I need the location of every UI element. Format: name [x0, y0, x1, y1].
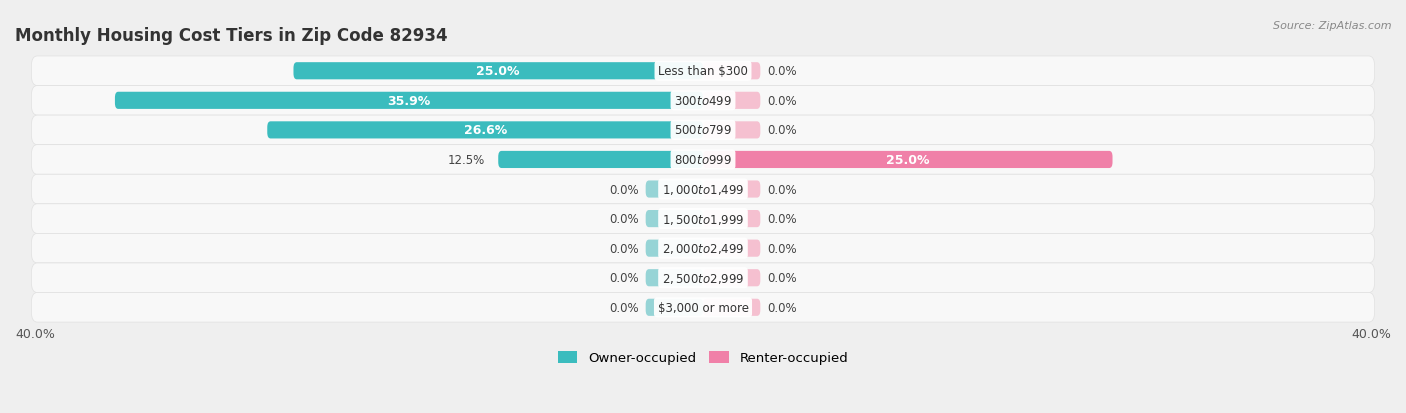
Text: 0.0%: 0.0% [609, 242, 640, 255]
FancyBboxPatch shape [31, 204, 1375, 234]
Text: $300 to $499: $300 to $499 [673, 95, 733, 107]
Text: 35.9%: 35.9% [387, 95, 430, 107]
FancyBboxPatch shape [703, 122, 761, 139]
Text: $1,000 to $1,499: $1,000 to $1,499 [662, 183, 744, 197]
FancyBboxPatch shape [703, 299, 761, 316]
Text: 25.0%: 25.0% [477, 65, 520, 78]
FancyBboxPatch shape [115, 93, 703, 109]
FancyBboxPatch shape [31, 263, 1375, 293]
Text: Source: ZipAtlas.com: Source: ZipAtlas.com [1274, 21, 1392, 31]
FancyBboxPatch shape [31, 234, 1375, 263]
Text: 40.0%: 40.0% [15, 328, 55, 341]
Text: 0.0%: 0.0% [766, 124, 797, 137]
FancyBboxPatch shape [31, 57, 1375, 86]
Text: Less than $300: Less than $300 [658, 65, 748, 78]
Text: 0.0%: 0.0% [609, 213, 640, 225]
Text: $2,500 to $2,999: $2,500 to $2,999 [662, 271, 744, 285]
Text: 0.0%: 0.0% [766, 242, 797, 255]
Text: 0.0%: 0.0% [609, 272, 640, 285]
Text: 0.0%: 0.0% [609, 183, 640, 196]
Text: $800 to $999: $800 to $999 [673, 154, 733, 166]
FancyBboxPatch shape [645, 240, 703, 257]
Text: $1,500 to $1,999: $1,500 to $1,999 [662, 212, 744, 226]
FancyBboxPatch shape [703, 240, 761, 257]
FancyBboxPatch shape [31, 293, 1375, 322]
FancyBboxPatch shape [31, 175, 1375, 204]
FancyBboxPatch shape [703, 270, 761, 287]
Text: 0.0%: 0.0% [766, 301, 797, 314]
FancyBboxPatch shape [645, 181, 703, 198]
Text: 0.0%: 0.0% [766, 213, 797, 225]
Text: 0.0%: 0.0% [766, 272, 797, 285]
FancyBboxPatch shape [645, 270, 703, 287]
Legend: Owner-occupied, Renter-occupied: Owner-occupied, Renter-occupied [553, 346, 853, 370]
FancyBboxPatch shape [31, 145, 1375, 175]
FancyBboxPatch shape [703, 211, 761, 228]
Text: 25.0%: 25.0% [886, 154, 929, 166]
FancyBboxPatch shape [645, 211, 703, 228]
FancyBboxPatch shape [703, 93, 761, 109]
FancyBboxPatch shape [498, 152, 703, 169]
FancyBboxPatch shape [703, 152, 1112, 169]
Text: 0.0%: 0.0% [766, 65, 797, 78]
Text: 40.0%: 40.0% [1351, 328, 1391, 341]
FancyBboxPatch shape [703, 63, 761, 80]
FancyBboxPatch shape [31, 116, 1375, 145]
Text: 0.0%: 0.0% [766, 95, 797, 107]
FancyBboxPatch shape [31, 86, 1375, 116]
FancyBboxPatch shape [267, 122, 703, 139]
FancyBboxPatch shape [294, 63, 703, 80]
Text: $2,000 to $2,499: $2,000 to $2,499 [662, 242, 744, 256]
Text: $3,000 or more: $3,000 or more [658, 301, 748, 314]
FancyBboxPatch shape [645, 299, 703, 316]
Text: 0.0%: 0.0% [766, 183, 797, 196]
Text: 0.0%: 0.0% [609, 301, 640, 314]
Text: $500 to $799: $500 to $799 [673, 124, 733, 137]
Text: 12.5%: 12.5% [449, 154, 485, 166]
Text: 26.6%: 26.6% [464, 124, 506, 137]
FancyBboxPatch shape [703, 181, 761, 198]
Text: Monthly Housing Cost Tiers in Zip Code 82934: Monthly Housing Cost Tiers in Zip Code 8… [15, 27, 447, 45]
